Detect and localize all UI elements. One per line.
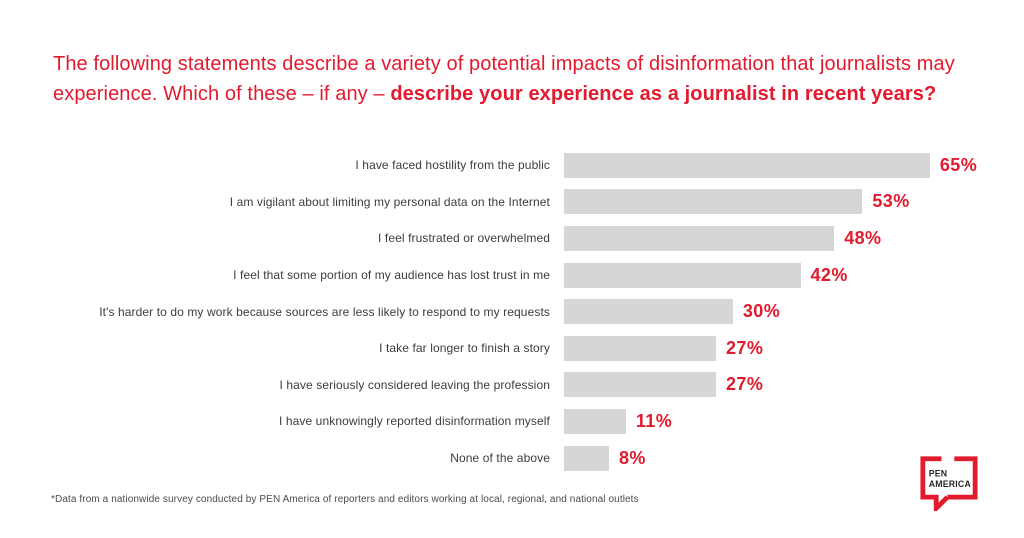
- value-label: 27%: [726, 374, 764, 395]
- category-label: I have unknowingly reported disinformati…: [278, 414, 550, 429]
- bar: [564, 445, 609, 471]
- bar: [564, 372, 716, 398]
- value-label: 8%: [619, 447, 646, 468]
- category-label: I take far longer to finish a story: [379, 341, 550, 356]
- logo-text-pen: PEN: [929, 468, 948, 478]
- bar-area: 27%: [564, 335, 764, 361]
- bar-area: 27%: [564, 372, 764, 398]
- chart-title: The following statements describe a vari…: [53, 49, 958, 109]
- chart-title-regular: The following statements describe a vari…: [53, 53, 955, 105]
- chart-row: I have unknowingly reported disinformati…: [0, 403, 1024, 440]
- bar-area: 42%: [564, 262, 848, 288]
- logo-speech-bubble-left-icon: [920, 456, 950, 511]
- category-label: I have seriously considered leaving the …: [279, 377, 550, 392]
- category-label: I have faced hostility from the public: [355, 158, 550, 173]
- chart-row: None of the above 8%: [0, 440, 1024, 477]
- logo-speech-bubble-right-icon: [947, 456, 978, 500]
- bar-area: 48%: [564, 225, 882, 251]
- value-label: 48%: [844, 227, 882, 248]
- logo-text-america: AMERICA: [929, 479, 972, 489]
- value-label: 11%: [635, 410, 673, 431]
- value-label: 53%: [872, 191, 910, 212]
- value-label: 30%: [742, 301, 781, 322]
- bar: [564, 335, 716, 361]
- category-label: I am vigilant about limiting my personal…: [229, 194, 550, 209]
- bar-area: 11%: [564, 408, 673, 434]
- chart-row: I have faced hostility from the public 65…: [0, 147, 1024, 184]
- bar: [564, 299, 733, 325]
- category-label: None of the above: [450, 451, 550, 466]
- chart-row: It's harder to do my work because source…: [0, 293, 1024, 330]
- bar: [564, 152, 930, 178]
- chart-row: I take far longer to finish a story 27%: [0, 330, 1024, 367]
- category-label: It's harder to do my work because source…: [99, 304, 550, 319]
- bar-area: 65%: [564, 152, 978, 178]
- bar: [564, 189, 863, 215]
- bar: [564, 262, 801, 288]
- category-label: I feel that some portion of my audience …: [233, 268, 550, 283]
- bar-area: 8%: [564, 445, 646, 471]
- bar: [564, 408, 626, 434]
- chart-row: I am vigilant about limiting my personal…: [0, 184, 1024, 221]
- chart-row: I feel frustrated or overwhelmed 48%: [0, 220, 1024, 257]
- chart-row: I feel that some portion of my audience …: [0, 257, 1024, 294]
- bar: [564, 225, 835, 251]
- chart-row: I have seriously considered leaving the …: [0, 367, 1024, 404]
- chart-title-bold: describe your experience as a journalist…: [390, 83, 937, 105]
- pen-america-logo: PEN AMERICA: [920, 456, 978, 511]
- bar-area: 53%: [564, 189, 910, 215]
- footnote: *Data from a nationwide survey conducted…: [51, 494, 639, 505]
- value-label: 65%: [939, 154, 978, 175]
- bar-area: 30%: [564, 299, 781, 325]
- bar-chart: I have faced hostility from the public 65…: [0, 147, 1024, 476]
- value-label: 42%: [810, 264, 848, 285]
- category-label: I feel frustrated or overwhelmed: [378, 231, 550, 246]
- value-label: 27%: [726, 337, 764, 358]
